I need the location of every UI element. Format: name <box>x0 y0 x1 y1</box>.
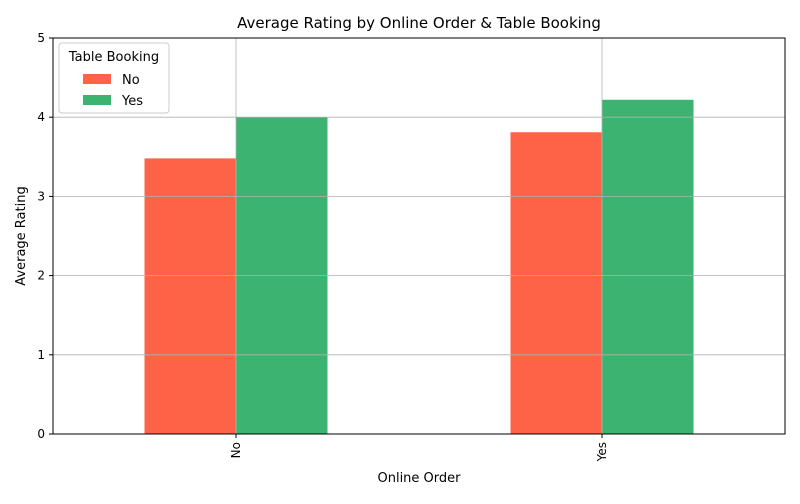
chart-title: Average Rating by Online Order & Table B… <box>237 14 601 32</box>
legend-swatch-yes <box>83 95 111 105</box>
x-tick-label: No <box>229 442 243 458</box>
bar-yes-yes <box>602 99 694 434</box>
legend-label-no: No <box>122 73 140 88</box>
y-tick-label: 0 <box>37 427 45 441</box>
y-axis-label: Average Rating <box>14 186 29 285</box>
tick-labels: 0 1 2 3 4 5 No Yes <box>37 31 609 462</box>
y-tick-label: 5 <box>37 31 45 45</box>
y-tick-label: 2 <box>37 269 45 283</box>
legend-swatch-no <box>83 74 111 84</box>
legend-title: Table Booking <box>68 50 159 65</box>
legend: Table Booking No Yes <box>58 42 170 114</box>
x-tick-label: Yes <box>595 442 609 462</box>
plot-frame <box>52 37 786 435</box>
bars <box>144 99 694 435</box>
y-tick-label: 4 <box>37 110 45 124</box>
y-tick-label: 3 <box>37 189 45 203</box>
y-tick-label: 1 <box>37 348 45 362</box>
bar-yes-no <box>510 132 602 435</box>
axes <box>52 37 786 435</box>
x-axis-label: Online Order <box>377 471 461 486</box>
bar-no-no <box>144 158 236 434</box>
legend-label-yes: Yes <box>121 94 143 109</box>
legend-items: No Yes <box>83 73 143 109</box>
